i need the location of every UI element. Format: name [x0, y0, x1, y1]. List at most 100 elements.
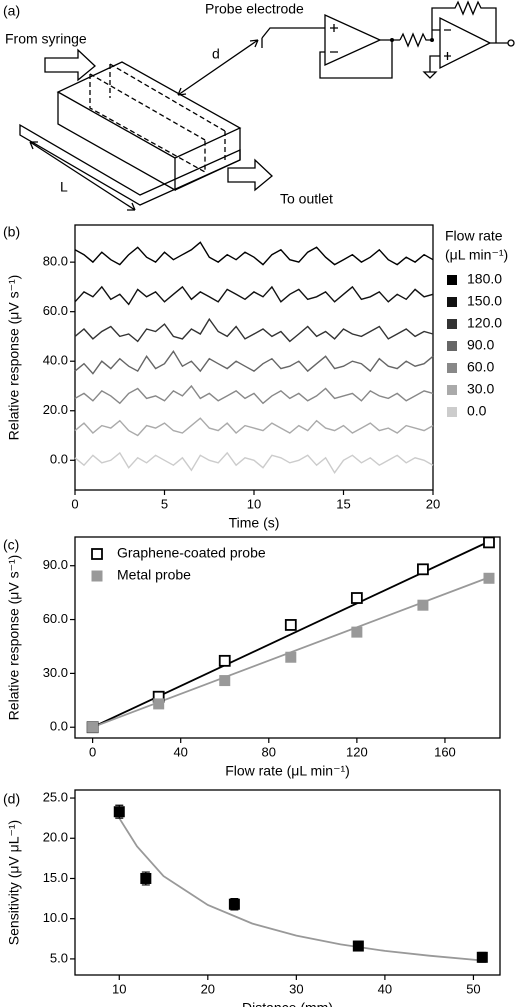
panel-label: (a)	[3, 3, 20, 19]
x-tick-label: 10	[247, 496, 261, 511]
x-tick-label: 50	[466, 981, 480, 996]
panel-label: (c)	[3, 537, 19, 553]
length-label: L	[60, 179, 68, 195]
y-tick-label: 80.0	[43, 254, 68, 269]
x-tick-label: 80	[262, 744, 276, 759]
legend-label: Metal probe	[117, 567, 191, 583]
legend-label: 90.0	[467, 337, 494, 353]
series-line	[74, 241, 434, 266]
node	[430, 38, 434, 42]
plot-frame	[74, 536, 501, 739]
buffer-amplifier	[324, 13, 382, 67]
y-tick-label: 0.0	[50, 452, 68, 467]
marker	[153, 698, 165, 710]
x-tick-label: 10	[112, 981, 126, 996]
y-tick-label: 0.0	[50, 719, 68, 734]
resistor	[399, 32, 432, 48]
y-tick-label: 30.0	[43, 665, 68, 680]
legend-label: 180.0	[467, 271, 502, 287]
legend-label: 120.0	[467, 315, 502, 331]
y-tick-label: 60.0	[43, 303, 68, 318]
x-tick-label: 20	[201, 981, 215, 996]
legend-swatch	[447, 407, 457, 417]
series-line	[74, 384, 434, 405]
x-tick-label: 5	[161, 496, 168, 511]
marker	[140, 872, 152, 884]
y-axis-label: Sensitivity (μV μL⁻¹)	[6, 820, 22, 945]
y-axis-label: Relative response (μV s⁻¹)	[6, 275, 22, 441]
outlet-label: To outlet	[280, 191, 333, 207]
x-tick-label: 0	[89, 744, 96, 759]
marker	[87, 721, 99, 733]
y-axis-label: Relative response (μV s⁻¹)	[6, 555, 22, 721]
y-tick-label: 20.0	[43, 830, 68, 845]
marker	[417, 599, 429, 611]
marker	[352, 940, 364, 952]
marker	[113, 806, 125, 818]
amplifier-wiring	[422, 0, 508, 79]
x-axis-label: Flow rate (μL min⁻¹)	[225, 763, 350, 779]
marker	[483, 572, 495, 584]
y-tick-label: 5.0	[50, 950, 68, 965]
legend-swatch	[91, 548, 103, 560]
series-line	[74, 285, 434, 306]
distance-arrow	[177, 39, 259, 96]
legend-swatch	[91, 570, 103, 582]
legend-label: 30.0	[467, 381, 494, 397]
legend-label: Graphene-coated probe	[117, 545, 266, 561]
buffer-wiring	[319, 24, 400, 79]
marker	[228, 898, 240, 910]
inlet-arrow	[44, 48, 96, 82]
probe-electrode	[261, 27, 320, 48]
marker	[350, 592, 363, 604]
plot-frame	[74, 224, 434, 491]
x-tick-label: 20	[426, 496, 440, 511]
legend-title: (μL min⁻¹)	[445, 247, 508, 263]
x-axis-label: Time (s)	[229, 515, 280, 531]
series-line	[74, 317, 434, 343]
x-tick-label: 40	[173, 744, 187, 759]
marker	[219, 675, 231, 687]
y-tick-label: 25.0	[43, 789, 68, 804]
legend-label: 150.0	[467, 293, 502, 309]
x-axis-label: Distance (mm)	[242, 1000, 333, 1007]
x-tick-label: 30	[289, 981, 303, 996]
y-tick-label: 15.0	[43, 870, 68, 885]
fit-line	[118, 817, 483, 962]
marker	[417, 563, 429, 576]
legend-label: 0.0	[467, 403, 487, 419]
legend-swatch	[447, 297, 457, 307]
channel-block	[56, 61, 242, 192]
marker	[218, 654, 231, 667]
y-tick-label: 90.0	[43, 557, 68, 572]
marker	[351, 626, 363, 638]
inverting-amplifier	[439, 16, 492, 70]
y-tick-label: 40.0	[43, 353, 68, 368]
marker	[483, 536, 495, 549]
series-line	[74, 451, 434, 474]
probe-label: Probe electrode	[205, 1, 304, 17]
series-line	[74, 350, 434, 375]
outlet-arrow	[227, 158, 273, 192]
legend-swatch	[447, 341, 457, 351]
legend-swatch	[447, 319, 457, 329]
length-arrow	[29, 141, 136, 211]
x-tick-label: 0	[71, 496, 78, 511]
y-tick-label: 60.0	[43, 611, 68, 626]
legend-swatch	[447, 385, 457, 395]
panel-label: (b)	[3, 224, 20, 240]
marker	[285, 651, 297, 663]
panel-label: (d)	[3, 791, 20, 807]
plot-frame	[74, 789, 501, 976]
distance-label: d	[212, 46, 220, 62]
output-terminal	[507, 39, 515, 47]
x-tick-label: 15	[336, 496, 350, 511]
x-tick-label: 40	[378, 981, 392, 996]
legend-swatch	[447, 275, 457, 285]
legend-title: Flow rate	[445, 228, 503, 244]
y-tick-label: 10.0	[43, 910, 68, 925]
marker	[284, 619, 297, 631]
marker	[476, 951, 488, 963]
